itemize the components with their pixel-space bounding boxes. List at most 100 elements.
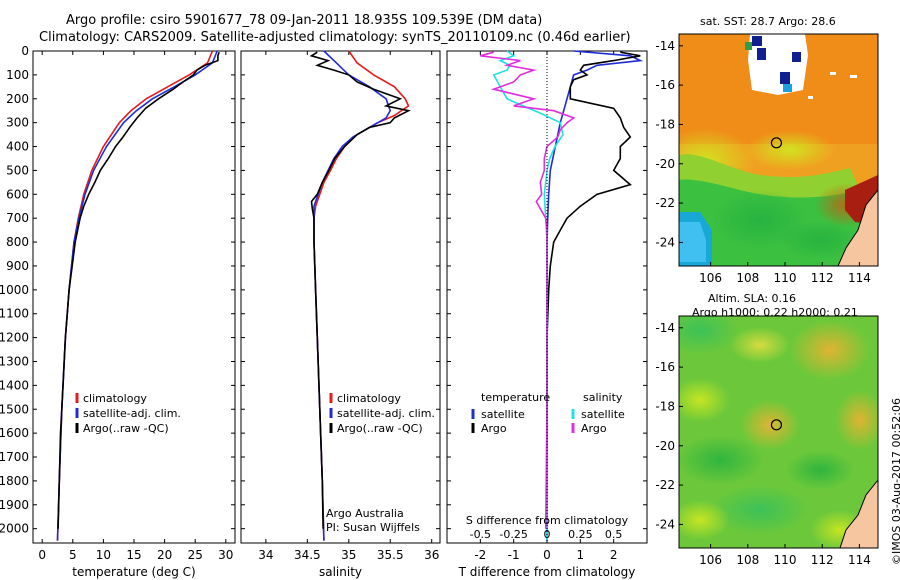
x-tick-label: 20 <box>157 548 172 562</box>
legend-label: climatology <box>337 392 401 405</box>
sst-map-cloud-pixel <box>752 36 762 46</box>
x-tick-label: 0 <box>543 548 551 562</box>
plot-frame <box>240 50 441 544</box>
x-tick-label: 15 <box>126 548 141 562</box>
y-tick-label: 1900 <box>0 498 29 512</box>
series-line-temperature-argo <box>546 51 641 529</box>
sla-map-blob-5 <box>740 400 800 450</box>
sla-map-blob-2 <box>730 327 790 363</box>
legend-label: satellite <box>581 408 625 421</box>
x-tick-label: 1 <box>577 548 585 562</box>
y-tick-label: 1400 <box>0 378 29 392</box>
x-tick-label: 34.5 <box>294 548 321 562</box>
legend-label: satellite-adj. clim. <box>337 407 435 420</box>
x-tick-label: 10 <box>96 548 111 562</box>
y-tick-label: 1200 <box>0 331 29 345</box>
y-tick-label: 700 <box>6 211 29 225</box>
y-tick-label: 900 <box>6 259 29 273</box>
sst-map-cloud-pixel-3 <box>757 48 766 60</box>
sst-map-cloud-fleck-3 <box>808 96 813 99</box>
sla-map-blob <box>679 316 740 355</box>
y-tick-label: 1700 <box>0 450 29 464</box>
legend-label: satellite-adj. clim. <box>83 407 181 420</box>
map-x-tick-label: 106 <box>699 271 722 285</box>
map-x-tick-label: 108 <box>736 553 759 567</box>
y-tick-label: 300 <box>6 116 29 130</box>
title-line-1: Argo profile: csiro 5901677_78 09-Jan-20… <box>66 13 543 28</box>
series-line-argo-raw-qc- <box>309 51 411 529</box>
map-y-tick-label: -18 <box>655 117 675 131</box>
sst-map-land <box>837 189 878 266</box>
x-tick-label: 0 <box>38 548 46 562</box>
plot-frame <box>32 50 236 544</box>
argo-position-marker <box>770 419 783 431</box>
sst-map-cloud-pixel-5 <box>780 72 790 84</box>
sla-map-blob-4 <box>835 390 878 450</box>
sla-map-blob-9 <box>710 485 810 535</box>
map-y-tick-label: -20 <box>655 157 675 171</box>
sla-map-blob-3 <box>790 320 870 380</box>
argo-position-marker <box>770 137 783 149</box>
legend-label: satellite <box>481 408 525 421</box>
y-tick-label: 1000 <box>0 283 29 297</box>
map-x-tick-label: 110 <box>774 553 797 567</box>
map-x-tick-label: 112 <box>811 553 834 567</box>
sst-map-cool-water-inner <box>679 222 706 262</box>
map-y-tick-label: -16 <box>655 360 675 374</box>
legend-label: climatology <box>83 392 147 405</box>
map-y-tick-label: -20 <box>655 439 675 453</box>
y-tick-label: 800 <box>6 235 29 249</box>
y-tick-label: 1500 <box>0 402 29 416</box>
y-tick-label: 1300 <box>0 354 29 368</box>
sst-map-yellow-patch-2 <box>745 130 835 170</box>
map-x-tick-label: 106 <box>699 553 722 567</box>
sla-map-land <box>839 479 878 548</box>
sst-map-green-patch-2 <box>780 220 860 260</box>
sst-map-cloud-fleck <box>830 72 836 75</box>
x-tick-label: -2 <box>474 548 486 562</box>
sst-map-transition <box>679 154 860 198</box>
sst-map <box>679 34 878 266</box>
map-x-tick-label: 108 <box>736 271 759 285</box>
sla-map-blob-7 <box>679 435 765 485</box>
series-line-salinity-argo <box>480 51 576 529</box>
sst-map-frame <box>678 33 879 267</box>
map-y-tick-label: -24 <box>655 517 675 531</box>
x-tick-label: 30 <box>218 548 233 562</box>
map-x-tick-label: 112 <box>811 271 834 285</box>
x-axis-label: T difference from climatology <box>458 565 636 579</box>
map-y-tick-label: -18 <box>655 399 675 413</box>
map-x-tick-label: 110 <box>774 271 797 285</box>
x2-tick-label: 0.5 <box>605 528 623 541</box>
x-tick-label: 36 <box>424 548 439 562</box>
temperature-panel: 0100200300400500600700800900100011001200… <box>0 44 236 579</box>
x-tick-label: 35 <box>341 548 356 562</box>
y-tick-label: 200 <box>6 92 29 106</box>
y-tick-label: 600 <box>6 187 29 201</box>
y-tick-label: 2000 <box>0 522 29 536</box>
x-tick-label: 2 <box>610 548 618 562</box>
x2-tick-label: 0.25 <box>568 528 593 541</box>
timestamp: ©IMOS 03-Aug-2017 00:52:06 <box>890 398 900 565</box>
map-x-tick-label: 114 <box>848 553 871 567</box>
x-tick-label: 35.5 <box>377 548 404 562</box>
map-x-tick-label: 114 <box>848 271 871 285</box>
map-y-tick-label: -14 <box>655 321 675 335</box>
y-tick-label: 100 <box>6 68 29 82</box>
legend-label: Argo <box>581 422 607 435</box>
y-tick-label: 1100 <box>0 307 29 321</box>
sst-title: sat. SST: 28.7 Argo: 28.6 <box>700 15 836 28</box>
title-line-2: Climatology: CARS2009. Satellite-adjuste… <box>39 30 631 45</box>
x2-tick-label: -0.5 <box>470 528 491 541</box>
legend-label: Argo <box>481 422 507 435</box>
legend-label: Argo(..raw -QC) <box>337 422 423 435</box>
y-tick-label: 1600 <box>0 426 29 440</box>
sst-map-cloud-pixel-2 <box>745 42 752 50</box>
annotation-line-1: Argo Australia <box>326 507 404 520</box>
x-tick-label: 25 <box>188 548 203 562</box>
x-axis-label: salinity <box>319 565 362 579</box>
salinity-panel: 34 34.5 35 35.5 36 salinity climatology satelli… <box>240 50 441 579</box>
x2-axis-label: S difference from climatology <box>466 514 629 527</box>
sla-map-blob-6 <box>679 378 730 422</box>
map-axes: 106 108 110 112 114 -14 -16 -18 -20 -22 -24 106 108 1… <box>655 39 870 567</box>
